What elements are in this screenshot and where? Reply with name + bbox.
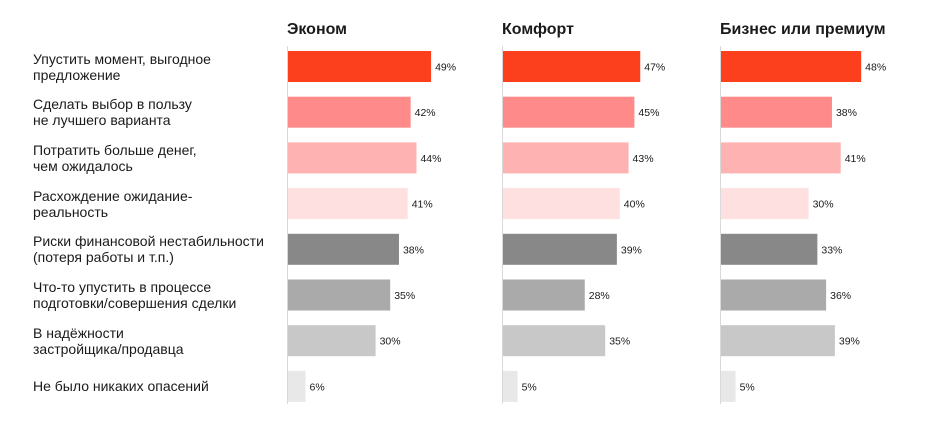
bar-value-label: 35%: [394, 290, 415, 302]
bar-value-label: 41%: [845, 153, 866, 165]
bar: [288, 279, 391, 311]
bar: [721, 279, 827, 311]
bar: [721, 233, 818, 265]
bar-value-label: 49%: [435, 62, 456, 74]
bar-value-label: 35%: [609, 336, 630, 348]
bar-value-label: 43%: [633, 153, 654, 165]
bar-value-label: 47%: [644, 62, 665, 74]
bar: [503, 142, 629, 174]
bar-value-label: 38%: [403, 244, 424, 256]
bar-value-label: 48%: [865, 62, 886, 74]
bar: [503, 233, 617, 265]
category-label: Упустить момент, выгодное предложение: [33, 50, 211, 83]
bar-value-label: 44%: [420, 153, 441, 165]
bar: [721, 96, 832, 128]
bar-value-label: 41%: [412, 199, 433, 211]
bar-value-label: 39%: [621, 244, 642, 256]
bar-value-label: 39%: [839, 336, 860, 348]
bar-value-label: 6%: [310, 381, 325, 393]
bar-value-label: 42%: [415, 107, 436, 119]
bar-value-label: 28%: [589, 290, 610, 302]
bar-value-label: 5%: [740, 381, 755, 393]
category-label: Потратить больше денег, чем ожидалось: [33, 141, 197, 174]
bar: [288, 142, 417, 174]
bar-value-label: 45%: [638, 107, 659, 119]
bar-value-label: 30%: [813, 199, 834, 211]
bar: [503, 51, 641, 82]
category-label: Что-то упустить в процессе подготовки/со…: [33, 279, 237, 311]
bar-value-label: 5%: [522, 381, 537, 393]
bar-value-label: 33%: [821, 244, 842, 256]
category-label: В надёжности застройщика/продавца: [33, 324, 184, 357]
category-label: Не было никаких опасений: [33, 378, 209, 395]
bar: [721, 188, 809, 220]
category-label: Расхождение ожидание- реальность: [33, 187, 193, 220]
category-label: Риски финансовой нестабильности (потеря …: [33, 233, 264, 266]
bar: [288, 188, 408, 220]
bar: [288, 370, 306, 402]
bar-value-label: 38%: [836, 107, 857, 119]
bar: [721, 142, 841, 174]
bar: [503, 188, 620, 220]
bar: [503, 370, 518, 402]
bar: [503, 325, 606, 357]
panel-title: Бизнес или премиум: [720, 21, 886, 38]
panel-title: Эконом: [287, 21, 347, 38]
panel-title: Комфорт: [502, 21, 574, 38]
bar: [503, 96, 635, 128]
bar-value-label: 40%: [624, 199, 645, 211]
bar: [503, 279, 585, 311]
bar: [288, 51, 432, 82]
category-label: Сделать выбор в пользу не лучшего вариан…: [33, 96, 192, 129]
bar: [721, 370, 736, 402]
bar: [288, 233, 399, 265]
bar: [288, 96, 411, 128]
bar: [721, 51, 862, 82]
bar: [288, 325, 376, 357]
bar-value-label: 30%: [380, 336, 401, 348]
bar: [721, 325, 835, 357]
bar-value-label: 36%: [830, 290, 851, 302]
